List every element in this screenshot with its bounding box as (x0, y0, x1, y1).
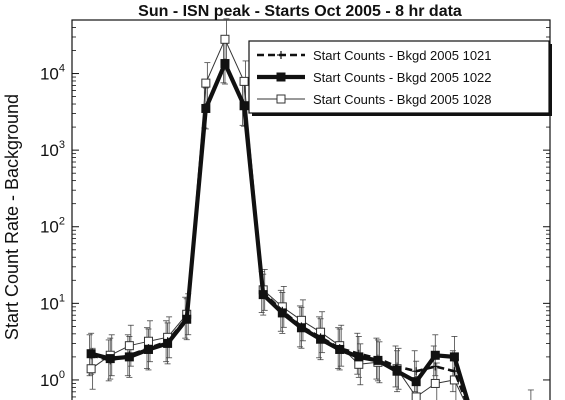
data-point-open-square (411, 392, 421, 400)
data-point-filled-square (239, 101, 249, 111)
data-point-filled-square (220, 59, 230, 69)
legend: Start Counts - Bkgd 2005 1021 Start Count… (248, 40, 552, 116)
y-tick-exponent: 4 (59, 63, 65, 75)
series-markers (86, 59, 459, 387)
data-point-filled-square (182, 314, 192, 324)
y-tick-base: 10 (40, 218, 59, 237)
data-point-plus (431, 362, 440, 371)
data-point-filled-square (354, 352, 364, 362)
y-tick-exponent: 0 (59, 369, 65, 381)
data-point-filled-square (316, 334, 326, 344)
y-tick-label: 102 (40, 216, 65, 237)
data-point-filled-square (449, 352, 459, 362)
legend-label: Start Counts - Bkgd 2005 1022 (313, 70, 492, 85)
legend-label: Start Counts - Bkgd 2005 1021 (313, 48, 492, 63)
data-point-open-square (354, 359, 364, 369)
data-point-filled-square (430, 350, 440, 360)
data-point-filled-square (276, 72, 286, 82)
legend-label: Start Counts - Bkgd 2005 1028 (313, 92, 492, 107)
data-point-filled-square (86, 349, 96, 359)
data-point-filled-square (277, 308, 287, 318)
data-point-filled-square (201, 103, 211, 113)
y-tick-base: 10 (40, 294, 59, 313)
series-layer (86, 18, 534, 400)
data-point-filled-square (258, 290, 268, 300)
data-point-filled-square (373, 355, 383, 365)
data-point-filled-square (143, 344, 153, 354)
data-point-filled-square (163, 338, 173, 348)
data-point-filled-square (296, 323, 306, 333)
data-point-filled-square (124, 352, 134, 362)
y-tick-base: 10 (40, 141, 59, 160)
y-tick-exponent: 1 (59, 292, 65, 304)
chart-title: Sun - ISN peak - Starts Oct 2005 - 8 hr … (138, 3, 462, 20)
data-point-open-square (239, 76, 249, 86)
data-point-plus (277, 51, 285, 59)
y-tick-base: 10 (40, 371, 59, 390)
data-point-filled-square (411, 377, 421, 387)
data-point-open-square (143, 336, 153, 346)
data-point-open-square (220, 34, 230, 44)
data-point-open-square (201, 78, 211, 88)
data-point-open-square (124, 341, 134, 351)
y-tick-label: 101 (40, 292, 65, 313)
data-point-filled-square (105, 354, 115, 364)
y-axis-label: Start Count Rate - Background (2, 94, 22, 340)
series-line (90, 60, 468, 400)
y-tick-label: 100 (40, 369, 65, 390)
data-point-open-square (86, 364, 96, 374)
data-point-open-square (430, 378, 440, 388)
y-tick-base: 10 (40, 65, 59, 84)
y-tick-exponent: 3 (59, 139, 65, 151)
data-point-open-square (276, 94, 286, 104)
data-point-plus (412, 367, 421, 376)
y-tick-label: 104 (40, 63, 65, 84)
data-point-filled-square (335, 344, 345, 354)
data-point-filled-square (392, 366, 402, 376)
y-tick-exponent: 2 (59, 216, 65, 228)
y-tick-label: 103 (40, 139, 65, 160)
